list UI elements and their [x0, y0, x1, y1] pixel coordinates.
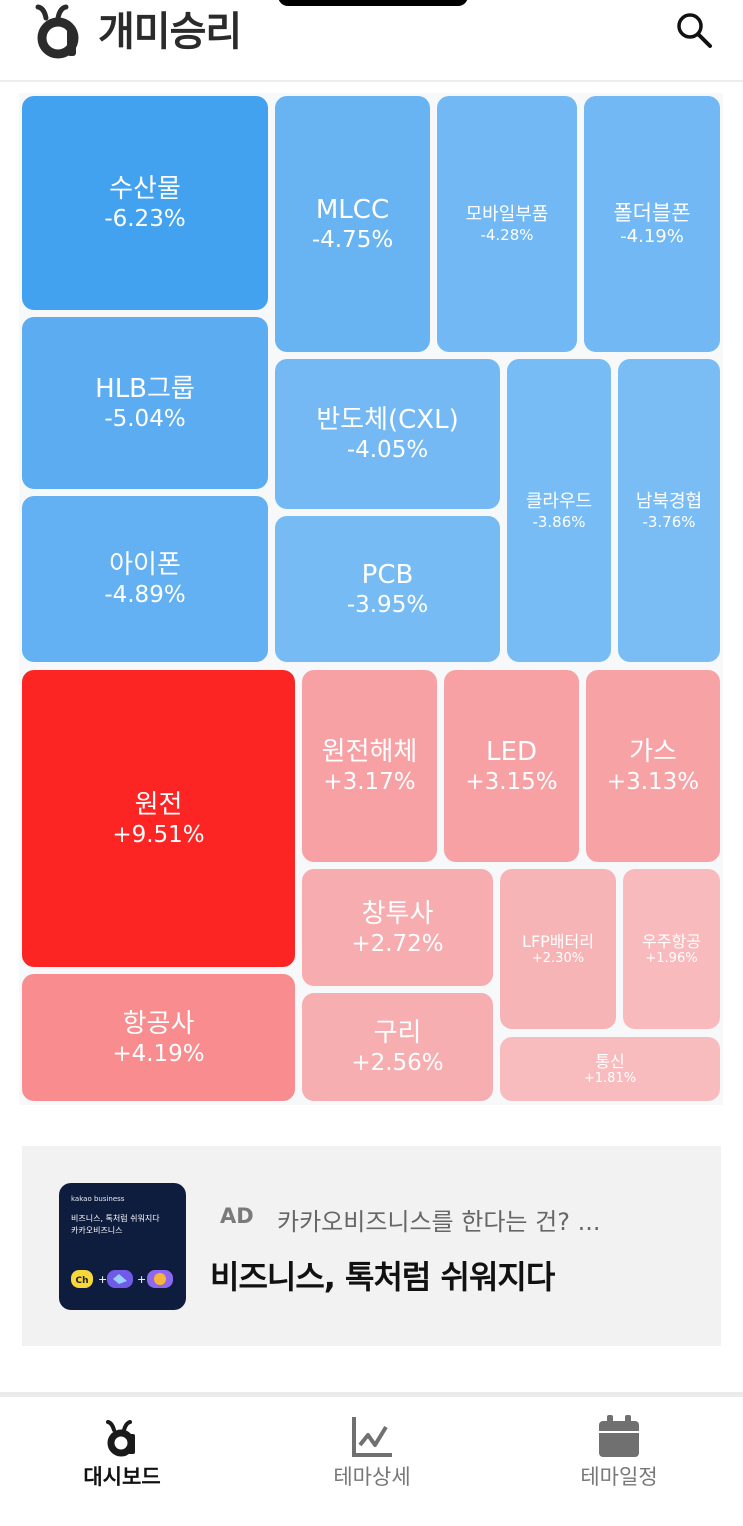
tile-change: -4.28% [480, 226, 534, 244]
tile-change: +3.13% [606, 769, 700, 795]
heatmap-tile[interactable]: PCB -3.95% [275, 516, 500, 662]
nav-item-theme-detail[interactable]: 테마상세 [272, 1397, 472, 1517]
tile-name: 원전해체 [321, 737, 418, 767]
tile-name: 폴더블폰 [613, 201, 691, 225]
svg-text:+: + [137, 1273, 146, 1286]
app-header: 개미승리 [0, 0, 743, 82]
tile-change: +4.19% [112, 1040, 205, 1067]
tile-name: 반도체(CXL) [316, 405, 459, 435]
camera-notch [278, 0, 468, 6]
nav-label: 테마일정 [580, 1465, 658, 1489]
heatmap-tile[interactable]: 원전 +9.51% [22, 670, 295, 967]
ant-logo-icon [106, 1420, 135, 1457]
tile-name: 가스 [629, 737, 677, 767]
heatmap-tile[interactable]: 창투사 +2.72% [302, 869, 493, 986]
ant-logo-icon [35, 4, 79, 59]
heatmap-tile[interactable]: 모바일부품 -4.28% [437, 96, 577, 352]
heatmap-tile[interactable]: 수산물 -6.23% [22, 96, 268, 310]
nav-item-dashboard[interactable]: 대시보드 [22, 1397, 222, 1517]
tile-name: LED [486, 737, 537, 767]
tile-name: 우주항공 [642, 931, 701, 951]
heatmap-tile[interactable]: 폴더블폰 -4.19% [584, 96, 720, 352]
tile-name: 항공사 [122, 1008, 195, 1039]
tile-change: -3.86% [532, 512, 586, 531]
ad-label: AD [220, 1204, 254, 1228]
theme-heatmap: 수산물 -6.23% MLCC -4.75% 모바일부품 -4.28% 폴더블폰… [19, 93, 723, 1105]
tile-change: +3.15% [465, 769, 558, 795]
ad-thumb-line2: 카카오비즈니스 [71, 1226, 123, 1235]
tile-name: 원전 [134, 789, 183, 820]
ad-title: 비즈니스, 톡처럼 쉬워지다 [210, 1258, 555, 1296]
tile-change: -5.04% [104, 406, 186, 432]
tile-name: HLB그룹 [95, 374, 195, 404]
svg-text:Ch: Ch [75, 1276, 88, 1286]
heatmap-tile[interactable]: 남북경협 -3.76% [618, 359, 720, 662]
nav-label: 대시보드 [83, 1465, 161, 1489]
search-button[interactable] [672, 8, 716, 52]
heatmap-tile[interactable]: 클라우드 -3.86% [507, 359, 611, 662]
tile-name: 구리 [373, 1018, 422, 1048]
tile-name: 수산물 [109, 174, 181, 204]
heatmap-tile[interactable]: 반도체(CXL) -4.05% [275, 359, 500, 509]
tile-name: 창투사 [361, 898, 434, 929]
tile-change: +1.81% [583, 1070, 637, 1086]
ad-thumb-line1: 비즈니스, 톡처럼 쉬워지다 [71, 1214, 160, 1223]
tile-change: +2.72% [351, 930, 444, 957]
ad-chat-icons: Ch + + [71, 1270, 173, 1288]
tile-name: 남북경협 [635, 490, 703, 512]
tile-change: -3.95% [346, 592, 429, 618]
tile-change: -6.23% [104, 206, 186, 232]
heatmap-tile[interactable]: 구리 +2.56% [302, 993, 493, 1101]
heatmap-tile[interactable]: 원전해체 +3.17% [302, 670, 437, 862]
calendar-icon [599, 1415, 639, 1457]
tile-change: -4.89% [104, 582, 186, 608]
tile-name: 통신 [595, 1051, 625, 1071]
line-chart-icon [352, 1417, 392, 1457]
tile-change: +2.56% [351, 1050, 444, 1076]
heatmap-tile[interactable]: LED +3.15% [444, 670, 579, 862]
nav-item-theme-schedule[interactable]: 테마일정 [519, 1397, 719, 1517]
app-title: 개미승리 [98, 9, 242, 55]
tile-change: +3.17% [323, 769, 416, 795]
ad-subtitle: 카카오비즈니스를 한다는 건? ... [277, 1208, 601, 1236]
heatmap-tile[interactable]: 가스 +3.13% [586, 670, 720, 862]
tile-name: MLCC [315, 195, 390, 225]
search-icon [677, 13, 712, 48]
heatmap-tile[interactable]: 항공사 +4.19% [22, 974, 295, 1101]
tile-change: +2.30% [531, 950, 585, 966]
tile-change: -4.19% [620, 226, 684, 247]
heatmap-tile[interactable]: 통신 +1.81% [500, 1037, 720, 1101]
tile-name: LFP배터리 [522, 931, 594, 951]
heatmap-tile[interactable]: 아이폰 -4.89% [22, 496, 268, 662]
svg-text:+: + [98, 1273, 107, 1286]
heatmap-tile[interactable]: 우주항공 +1.96% [623, 869, 720, 1029]
tile-change: -3.76% [642, 512, 696, 531]
tile-name: 모바일부품 [465, 204, 549, 225]
ad-thumb-brand: kakao business [71, 1195, 125, 1203]
tile-change: +1.96% [645, 950, 698, 966]
tile-change: -4.75% [311, 227, 394, 253]
nav-label: 테마상세 [333, 1465, 411, 1489]
tile-name: 아이폰 [109, 550, 181, 580]
tile-name: PCB [361, 560, 414, 590]
heatmap-tile[interactable]: LFP배터리 +2.30% [500, 869, 616, 1029]
tile-name: 클라우드 [525, 490, 593, 512]
heatmap-tile[interactable]: HLB그룹 -5.04% [22, 317, 268, 489]
ad-thumbnail: kakao business 비즈니스, 톡처럼 쉬워지다 카카오비즈니스 Ch… [59, 1183, 186, 1310]
ad-banner[interactable]: kakao business 비즈니스, 톡처럼 쉬워지다 카카오비즈니스 Ch… [22, 1146, 721, 1346]
tile-change: +9.51% [112, 821, 205, 848]
bottom-nav: 대시보드 테마상세 테마일정 [0, 1392, 743, 1526]
tile-change: -4.05% [346, 437, 429, 463]
heatmap-tile[interactable]: MLCC -4.75% [275, 96, 430, 352]
